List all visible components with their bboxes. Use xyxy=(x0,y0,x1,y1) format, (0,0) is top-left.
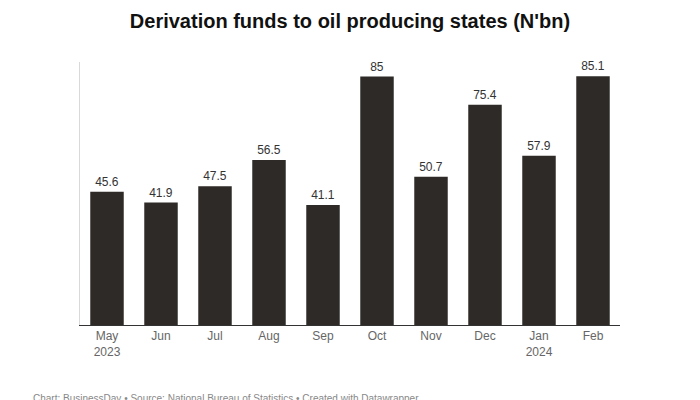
svg-text:May2023: May2023 xyxy=(94,329,121,359)
svg-text:Feb: Feb xyxy=(583,329,604,343)
svg-text:Nov: Nov xyxy=(420,329,441,343)
svg-text:85: 85 xyxy=(370,60,384,74)
svg-text:Sep: Sep xyxy=(312,329,334,343)
svg-text:Derivation funds to oil produc: Derivation funds to oil producing states… xyxy=(130,10,570,32)
svg-text:85.1: 85.1 xyxy=(581,59,605,73)
svg-text:50.7: 50.7 xyxy=(419,160,443,174)
svg-text:45.6: 45.6 xyxy=(95,175,119,189)
svg-text:56.5: 56.5 xyxy=(257,143,281,157)
svg-text:Chart: BusinessDay • Source: N: Chart: BusinessDay • Source: National Bu… xyxy=(33,393,419,400)
svg-text:Oct: Oct xyxy=(368,329,387,343)
svg-text:47.5: 47.5 xyxy=(203,169,227,183)
svg-text:75.4: 75.4 xyxy=(473,88,497,102)
svg-text:Jan2024: Jan2024 xyxy=(526,329,553,359)
svg-text:Jun: Jun xyxy=(151,329,170,343)
svg-text:Jul: Jul xyxy=(207,329,222,343)
svg-text:57.9: 57.9 xyxy=(527,139,551,153)
svg-text:41.1: 41.1 xyxy=(311,188,335,202)
svg-text:Dec: Dec xyxy=(474,329,495,343)
svg-text:Aug: Aug xyxy=(258,329,279,343)
svg-text:41.9: 41.9 xyxy=(149,186,173,200)
